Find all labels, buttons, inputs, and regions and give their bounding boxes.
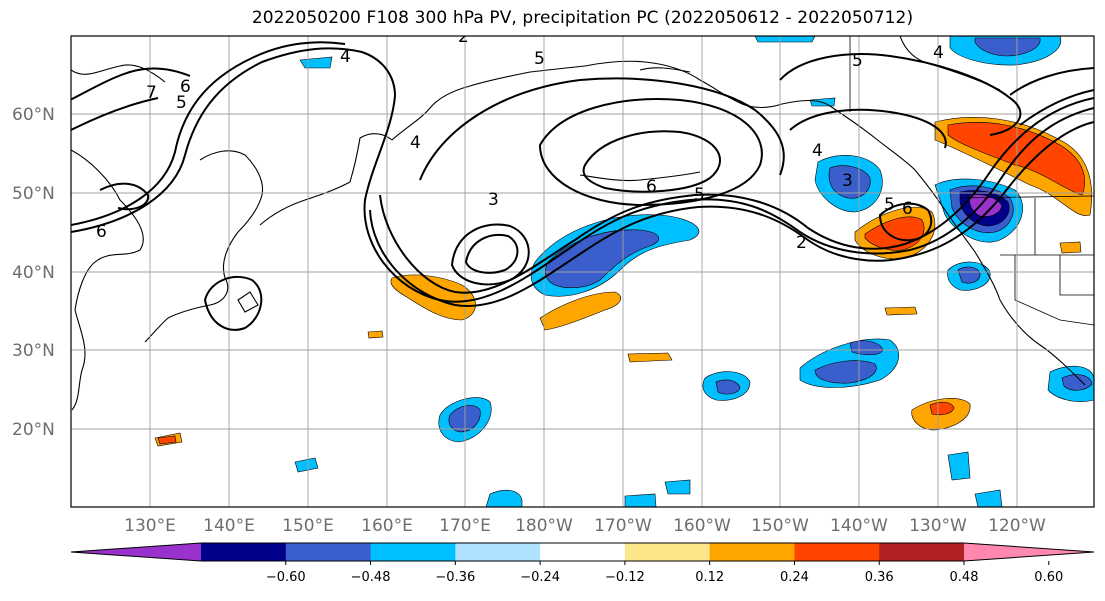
contour-label: 5: [694, 185, 705, 205]
pv-contours: [71, 41, 1094, 331]
lat-label: 20°N: [12, 420, 55, 440]
contour-label: 6: [646, 177, 657, 197]
lon-label: 130°W: [909, 516, 967, 536]
contour-label: 6: [96, 222, 107, 242]
colorbar-tick-label: −0.12: [605, 570, 645, 585]
contour-label: 6: [180, 77, 191, 97]
colorbar-segment: [794, 543, 880, 561]
contour-label: 5: [852, 51, 863, 71]
colorbar-tick-label: 0.36: [865, 570, 894, 585]
colorbar-tick-label: −0.48: [351, 570, 391, 585]
gridlines: [71, 36, 1094, 507]
contour-label: 4: [410, 133, 421, 153]
colorbar: [70, 542, 1095, 562]
colorbar-segment: [709, 543, 795, 561]
lon-label: 150°W: [751, 516, 809, 536]
contour-label: 5: [534, 49, 545, 69]
contour-label: 5: [176, 93, 187, 113]
colorbar-segment: [455, 543, 541, 561]
colorbar-segment: [285, 543, 372, 561]
colorbar-segment: [370, 543, 456, 561]
colorbar-outline: [70, 542, 1095, 562]
colorbar-tick-label: −0.60: [266, 570, 306, 585]
contour-label: 7: [146, 83, 157, 103]
contour-label: 4: [933, 43, 944, 63]
lat-label: 60°N: [12, 105, 55, 125]
colorbar-tick-label: 0.48: [950, 570, 979, 585]
colorbar-extend-max: [964, 543, 1094, 561]
colorbar-segment: [879, 543, 965, 561]
map-title: 2022050200 F108 300 hPa PV, precipitatio…: [251, 8, 914, 28]
lon-label: 180°W: [515, 516, 573, 536]
lon-label: 120°W: [988, 516, 1046, 536]
colorbar-tick-label: 0.12: [695, 570, 724, 585]
colorbar-extend-min: [71, 543, 201, 561]
lat-label: 30°N: [12, 341, 55, 361]
coastlines: [71, 36, 1086, 411]
map-frame: [70, 35, 1095, 508]
colorbar-tick-label: −0.36: [435, 570, 475, 585]
contour-labels: 7 6 5 4 3 2 6 5 4 3 2 5 6 5 4 6 5 4: [96, 27, 944, 253]
political-borders: [849, 36, 1094, 326]
contour-label: 3: [488, 190, 499, 210]
contour-label: 2: [796, 233, 807, 253]
colorbar-segment: [624, 543, 711, 561]
colorbar-segment: [540, 543, 626, 561]
lat-label: 50°N: [12, 184, 55, 204]
colorbar-tick-label: −0.24: [520, 570, 560, 585]
latitude-labels: 60°N 50°N 40°N 30°N 20°N: [12, 105, 55, 440]
contour-label: 6: [902, 199, 913, 219]
colorbar-ticks: −0.60 −0.48 −0.36 −0.24 −0.12 0.12 0.24 0.36 0.4…: [266, 561, 1063, 585]
lon-label: 140°W: [830, 516, 888, 536]
lon-label: 130°E: [124, 516, 176, 536]
contour-label: 4: [812, 141, 823, 161]
longitude-labels: 130°E 140°E 150°E 160°E 170°E 180°W 170°…: [124, 516, 1046, 536]
contour-label: 4: [340, 47, 351, 67]
lon-label: 160°E: [361, 516, 413, 536]
lon-label: 140°E: [203, 516, 255, 536]
contour-label: 5: [884, 195, 895, 215]
lon-label: 160°W: [673, 516, 731, 536]
colorbar-tick-label: 0.24: [780, 570, 809, 585]
lon-label: 170°W: [594, 516, 652, 536]
contour-label: 3: [842, 171, 853, 191]
lon-label: 170°E: [439, 516, 491, 536]
lon-label: 150°E: [282, 516, 334, 536]
colorbar-tick-label: 0.60: [1034, 570, 1063, 585]
colorbar-segment: [201, 543, 287, 561]
lat-label: 40°N: [12, 263, 55, 283]
contour-label: 2: [458, 27, 469, 47]
